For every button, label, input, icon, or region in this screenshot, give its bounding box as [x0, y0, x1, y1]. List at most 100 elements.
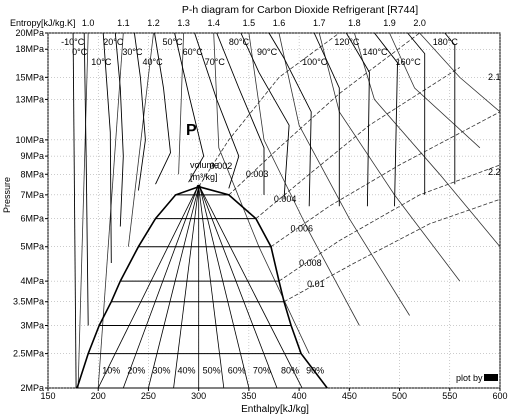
y-tick-label-11: 13MPa [15, 94, 44, 104]
isotherm-label-13: 140°C [362, 47, 388, 57]
grid-lines [47, 32, 501, 389]
quality-label-1: 20% [127, 365, 145, 375]
right-edge-label-22: 2.2 [488, 167, 501, 177]
isentrope-1.9 [389, 32, 481, 149]
quality-label-6: 70% [253, 365, 271, 375]
isentrope-1.2 [128, 32, 154, 247]
isotherm-11 [313, 32, 340, 207]
isotherm-5 [154, 32, 171, 185]
isochore-0.003 [228, 32, 420, 196]
isotherm-label-2: 10°C [91, 57, 112, 67]
chart-title: P-h diagram for Carbon Dioxide Refrigera… [182, 4, 418, 16]
entropy-tick-label-9: 1.9 [383, 18, 396, 28]
y-tick-label-13: 18MPa [15, 44, 44, 54]
quality-label-0: 10% [102, 365, 120, 375]
isotherm-14 [407, 32, 426, 195]
quality-line-40% [173, 186, 200, 389]
isotherm-label-14: 160°C [396, 57, 422, 67]
y-axis-label: Pressure [2, 177, 12, 213]
isentrope-1.5 [248, 32, 360, 326]
entropy-tick-label-1: 1.1 [117, 18, 130, 28]
quality-label-8: 90% [306, 365, 324, 375]
quality-label-2: 30% [152, 365, 170, 375]
isentrope-1.3 [178, 32, 184, 175]
y-tick-label-9: 9MPa [20, 151, 44, 161]
quality-lines: 10% 20% 30% 40% 50% 60% 70% 80% 90% [97, 186, 324, 389]
entropy-tick-label-6: 1.6 [273, 18, 286, 28]
y-tick-label-12: 15MPa [15, 72, 44, 82]
isochore-0.006 [270, 111, 501, 248]
entropy-axis-label: Entropy[kJ/kg.K] [10, 18, 76, 28]
isotherm-label-4: 30°C [122, 47, 143, 57]
x-tick-label-4: 350 [241, 391, 256, 401]
isotherm-0 [72, 32, 77, 389]
y-tick-label-4: 4MPa [20, 276, 44, 286]
quality-line-60% [198, 186, 225, 389]
y-tick-label-6: 6MPa [20, 214, 44, 224]
y-tick-label-10: 10MPa [15, 135, 44, 145]
isentrope-1.6 [278, 32, 410, 316]
y-tick-label-14: 20MPa [15, 28, 44, 38]
saturated-liquid-line [76, 185, 199, 389]
x-tick-label-3: 300 [191, 391, 206, 401]
quality-label-5: 60% [228, 365, 246, 375]
quality-label-3: 40% [178, 365, 196, 375]
isochore-label-1: 0.003 [246, 169, 269, 179]
isotherm-label-9: 80°C [229, 37, 250, 47]
isentrope-2.0 [419, 32, 501, 113]
isotherm-label-10: 90°C [257, 47, 278, 57]
entropy-tick-labels: 1.0 1.1 1.2 1.3 1.4 1.5 1.6 1.7 1.8 1.9 2.0 [82, 18, 426, 28]
isochore-0.008 [278, 164, 501, 282]
volume-label: volume [190, 160, 219, 170]
isotherm-label-15: 180°C [433, 37, 459, 47]
entropy-tick-label-8: 1.8 [348, 18, 361, 28]
isochore-label-4: 0.008 [299, 258, 322, 268]
isotherm-10 [268, 32, 312, 207]
entropy-tick-label-4: 1.4 [207, 18, 220, 28]
critical-point [196, 184, 201, 189]
entropy-tick-label-2: 1.2 [147, 18, 160, 28]
isotherm-label-11: 100°C [302, 57, 328, 67]
isotherm-label-3: 20°C [103, 37, 124, 47]
x-tick-label-2: 250 [141, 391, 156, 401]
x-axis-label: Enthalpy[kJ/kg] [241, 404, 309, 415]
isotherm-4 [133, 32, 146, 191]
isochore-label-5: 0.01 [307, 279, 325, 289]
y-tick-label-1: 2.5MPa [13, 349, 44, 359]
isotherm-label-5: 40°C [142, 57, 163, 67]
credit-logo [484, 374, 498, 381]
isotherm-label-7: 60°C [183, 47, 204, 57]
x-tick-label-7: 500 [392, 391, 407, 401]
isochore-label-3: 0.006 [290, 223, 313, 233]
quality-line-80% [199, 186, 278, 389]
y-tick-label-3: 3.5MPa [13, 297, 44, 307]
y-tick-labels: 2MPa 2.5MPa 3MPa 3.5MPa 4MPa 5MPa 6MPa 7MPa 8MPa… [13, 28, 48, 393]
x-tick-label-5: 400 [292, 391, 307, 401]
entropy-tick-label-0: 1.0 [82, 18, 95, 28]
isentrope-1.0 [77, 32, 89, 389]
isentrope-1.7 [318, 32, 461, 282]
isotherm-8 [216, 32, 265, 195]
quality-line-90% [199, 186, 303, 389]
entropy-tick-label-3: 1.3 [177, 18, 190, 28]
x-tick-label-9: 600 [492, 391, 507, 401]
isochore-0.01 [283, 198, 501, 303]
isotherm-3 [114, 32, 124, 227]
quality-line-30% [148, 186, 200, 389]
y-tick-label-7: 7MPa [20, 190, 44, 200]
isotherm-9 [240, 32, 290, 200]
isotherm-label-0: -10°C [61, 37, 85, 47]
isochore-0.002 [198, 32, 340, 187]
y-tick-label-8: 8MPa [20, 169, 44, 179]
isotherm-label-12: 120°C [334, 37, 360, 47]
x-tick-label-1: 200 [91, 391, 106, 401]
isotherm-2 [102, 32, 112, 264]
isentrope-1.8 [354, 32, 501, 247]
isotherm-lines: -10°C0°C10°C 20°C30°C40°C50°C60°C70°C80°C… [61, 32, 459, 389]
volume-units: [m³/kg] [190, 172, 218, 182]
y-tick-label-0: 2MPa [20, 383, 44, 393]
plot-by-credit: plot by [456, 373, 483, 383]
entropy-tick-label-10: 2.0 [413, 18, 426, 28]
